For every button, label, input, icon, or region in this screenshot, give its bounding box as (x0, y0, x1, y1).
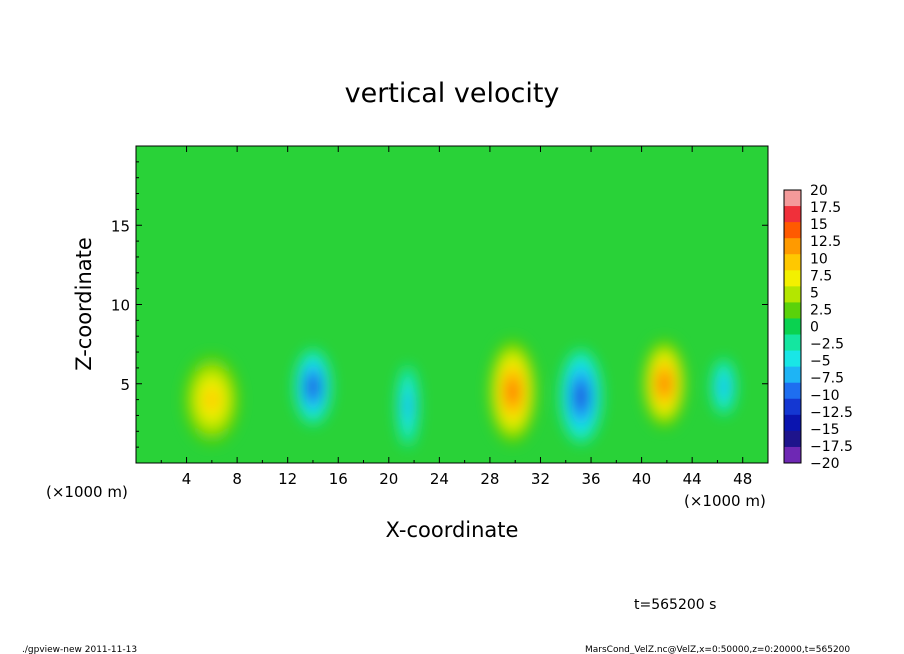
colorbar-swatch (784, 206, 801, 223)
colorbar-swatch (784, 414, 801, 432)
x-tick-label: 28 (480, 470, 499, 488)
x-tick-label: 40 (632, 470, 651, 488)
colorbar-label: −12.5 (810, 405, 853, 421)
velocity-contour (309, 379, 317, 395)
colorbar-label: −5 (810, 354, 831, 370)
colorbar-swatch (784, 366, 801, 384)
colorbar-label: 2.5 (810, 302, 832, 318)
velocity-cell (184, 355, 240, 444)
x-tick-label: 32 (531, 470, 550, 488)
colorbar-label: −15 (810, 422, 840, 438)
colorbar-label: −2.5 (810, 337, 844, 353)
colorbar-label: 5 (810, 285, 819, 301)
colorbar-label: 12.5 (810, 234, 841, 250)
x-axis-label: X-coordinate (386, 518, 519, 542)
colorbar-label: 7.5 (810, 268, 832, 284)
x-unit-label: (×1000 m) (46, 483, 128, 501)
colorbar-swatch (784, 318, 801, 336)
colorbar-swatch (784, 270, 801, 287)
colorbar-label: 17.5 (810, 200, 841, 216)
velocity-contour (403, 392, 412, 420)
colorbar-swatch (784, 398, 801, 416)
heatmap-field (184, 339, 737, 448)
x-tick-label: 4 (182, 470, 192, 488)
velocity-contour (719, 377, 728, 397)
colorbar-label: 15 (810, 217, 828, 233)
x-tick-label: 8 (232, 470, 242, 488)
colorbar-label: 20 (810, 183, 828, 199)
x-tick-label: 44 (683, 470, 702, 488)
velocity-cell (642, 339, 686, 429)
x-tick-label: 48 (733, 470, 752, 488)
x-tick-label: 24 (430, 470, 449, 488)
colorbar-swatch (784, 286, 801, 303)
velocity-contour (204, 388, 219, 411)
colorbar-frame (783, 189, 802, 464)
x-tick-label: 12 (278, 470, 297, 488)
velocity-cell (488, 339, 537, 444)
x-tick-label: 20 (379, 470, 398, 488)
y-tick-label: 10 (111, 297, 130, 315)
colorbar-label: 10 (810, 251, 828, 267)
x-axis: 4 8 12 16 20 24 28 32 36 40 44 48 (160, 146, 752, 488)
colorbar-label: −7.5 (810, 371, 844, 387)
colorbar-swatch (784, 350, 801, 368)
colorbar-swatch (784, 190, 801, 207)
velocity-contour (508, 382, 517, 401)
colorbar-swatch (784, 222, 801, 239)
colorbar-swatch (784, 334, 801, 352)
y-axis: 5 10 15 (111, 161, 768, 448)
velocity-contour (660, 376, 668, 392)
y-tick-label: 15 (111, 217, 130, 235)
velocity-cell (294, 348, 332, 425)
colorbar-label: −10 (810, 388, 840, 404)
program-label: ./gpview-new 2011-11-13 (22, 645, 137, 654)
x-unit-label-right: (×1000 m) (684, 492, 766, 510)
file-label: MarsCond_VelZ.nc@VelZ,x=0:50000,z=0:2000… (585, 645, 850, 654)
velocity-contour (576, 386, 586, 406)
colorbar-swatch (784, 382, 801, 400)
colorbar-label: 0 (810, 320, 819, 336)
time-label: t=565200 s (634, 597, 716, 613)
colorbar-swatch (784, 238, 801, 255)
colorbar-swatch (784, 302, 801, 319)
heatmap-area (136, 146, 768, 463)
velocity-cell (711, 358, 737, 416)
colorbar-label: −20 (810, 456, 840, 472)
colorbar-swatch (784, 446, 801, 464)
x-tick-label: 16 (329, 470, 348, 488)
velocity-cell (559, 348, 603, 444)
y-axis-label: Z-coordinate (72, 237, 96, 371)
colorbar-swatch (784, 430, 801, 448)
x-tick-label: 36 (581, 470, 600, 488)
colorbar-label: −17.5 (810, 439, 853, 455)
chart-title: vertical velocity (345, 78, 560, 109)
y-tick-label: 5 (120, 376, 130, 394)
colorbar-swatch (784, 254, 801, 271)
velocity-cell (396, 364, 420, 448)
